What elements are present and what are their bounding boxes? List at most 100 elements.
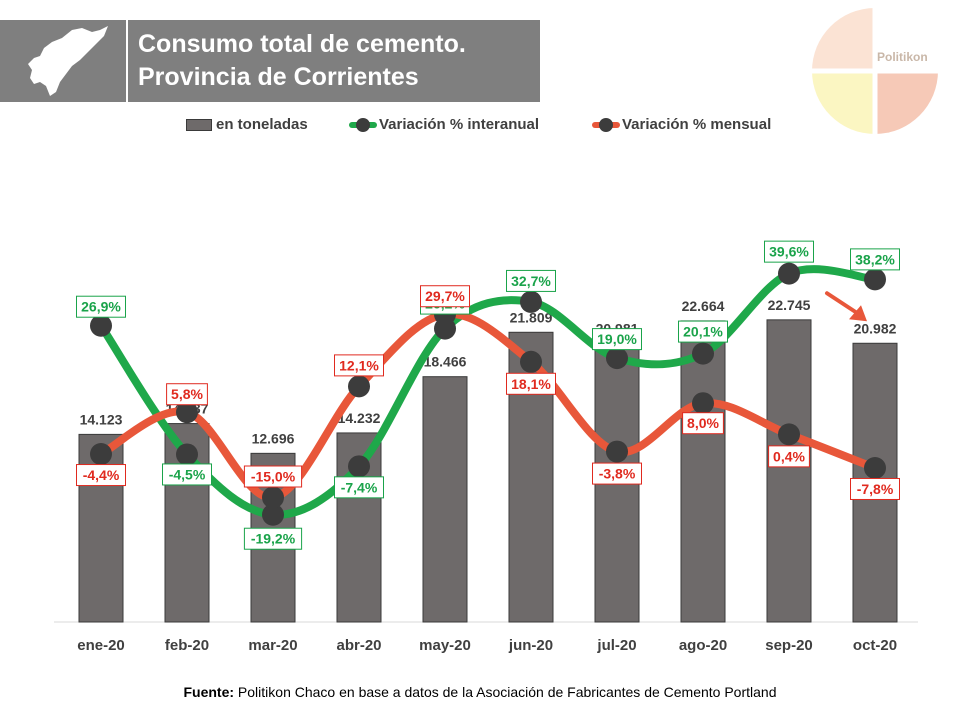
- x-tick-label: abr-20: [336, 637, 381, 654]
- mensual-data-label-box: [850, 477, 900, 500]
- title-line-2: Provincia de Corrientes: [138, 63, 419, 91]
- bar-value-label: 18.466: [424, 354, 467, 370]
- mensual-data-label: 8,0%: [687, 415, 719, 431]
- mensual-data-label: 18,1%: [511, 376, 551, 392]
- x-tick-label: may-20: [419, 637, 471, 654]
- interanual-data-label-box: [162, 463, 212, 486]
- annotation-arrow: [825, 291, 861, 317]
- source-label: Fuente:: [183, 684, 235, 700]
- x-tick-label: feb-20: [165, 637, 209, 654]
- mensual-line: [97, 309, 879, 502]
- interanual-data-label-box: [678, 320, 728, 343]
- bar-value-label: 22.745: [768, 297, 811, 313]
- title-line-1: Consumo total de cemento.: [138, 30, 466, 58]
- chart-plot-area: 14.123ene-2014.937feb-2012.696mar-2014.2…: [54, 240, 918, 654]
- mensual-marker: [520, 350, 542, 373]
- interanual-data-label: 26,9%: [81, 299, 121, 315]
- interanual-data-label: -7,4%: [341, 479, 378, 495]
- annotation-arrow-head: [849, 305, 867, 322]
- bar-value-label: 20.982: [854, 320, 897, 336]
- mensual-data-label: -15,0%: [251, 469, 296, 485]
- interanual-data-label-box: [243, 527, 303, 550]
- mensual-data-label: -3,8%: [599, 466, 636, 482]
- interanual-marker: [262, 503, 284, 526]
- legend: en toneladas Variación % interanual Vari…: [0, 114, 960, 136]
- chart-title: Consumo total de cemento. Provincia de C…: [138, 28, 466, 94]
- x-tick-label: mar-20: [248, 637, 297, 654]
- interanual-data-label: 19,0%: [597, 331, 637, 347]
- interanual-marker: [176, 443, 198, 466]
- x-tick-label: oct-20: [853, 637, 897, 654]
- interanual-data-label-box: [850, 248, 900, 271]
- bar-value-label: 21.809: [510, 309, 553, 325]
- politikon-logo: [812, 8, 938, 134]
- bar-value-label: 14.232: [338, 410, 381, 426]
- interanual-data-label-box: [592, 328, 642, 351]
- bar-value-label: 22.664: [682, 298, 725, 314]
- logo-text: Politikon: [877, 50, 928, 64]
- interanual-marker: [778, 262, 800, 285]
- mensual-marker: [778, 423, 800, 446]
- mensual-data-label-box: [243, 465, 303, 488]
- mensual-data-label-box: [768, 445, 810, 468]
- bar-value-label: 12.696: [252, 430, 295, 446]
- interanual-data-label: -4,5%: [169, 466, 206, 482]
- mensual-data-label-box: [506, 372, 556, 395]
- mensual-data-label: -4,4%: [83, 467, 120, 483]
- mensual-data-label-box: [334, 354, 384, 377]
- interanual-data-label: 32,7%: [511, 273, 551, 289]
- x-tick-label: jun-20: [508, 637, 553, 654]
- mensual-data-label-box: [592, 462, 642, 485]
- interanual-data-label: -19,2%: [251, 531, 296, 547]
- mensual-marker: [90, 443, 112, 466]
- province-map-icon: [0, 20, 128, 102]
- x-tick-label: jul-20: [596, 637, 636, 654]
- interanual-marker: [864, 268, 886, 291]
- bar: [680, 320, 726, 623]
- mensual-data-label-box: [166, 383, 208, 406]
- mensual-data-label: 29,7%: [425, 288, 465, 304]
- mensual-marker: [606, 440, 628, 463]
- interanual-marker: [692, 342, 714, 365]
- x-tick-label: ene-20: [77, 637, 125, 654]
- mensual-data-label: 12,1%: [339, 357, 379, 373]
- bar-value-label: 14.123: [80, 411, 123, 427]
- interanual-data-label: 38,2%: [855, 251, 895, 267]
- interanual-data-label-box: [506, 269, 556, 292]
- mensual-data-label: 5,8%: [171, 386, 203, 402]
- x-tick-label: sep-20: [765, 637, 813, 654]
- interanual-marker: [90, 314, 112, 337]
- legend-item-interanual: Variación % interanual: [349, 114, 539, 136]
- legend-item-mensual: Variación % mensual: [592, 114, 771, 136]
- interanual-data-label-box: [764, 240, 814, 263]
- legend-label-interanual: Variación % interanual: [379, 116, 540, 133]
- legend-item-bars: en toneladas: [186, 114, 308, 136]
- interanual-data-label-box: [334, 476, 384, 499]
- legend-mensual-marker: [599, 118, 613, 132]
- interanual-marker: [348, 455, 370, 478]
- mensual-marker: [692, 392, 714, 415]
- mensual-marker: [864, 456, 886, 479]
- mensual-data-label-box: [420, 285, 470, 308]
- interanual-data-label: 39,6%: [769, 244, 809, 260]
- interanual-data-label-box: [76, 295, 126, 318]
- legend-interanual-marker: [356, 118, 370, 132]
- source-text: Politikon Chaco en base a datos de la As…: [234, 684, 777, 700]
- mensual-marker: [348, 375, 370, 398]
- mensual-marker: [176, 401, 198, 424]
- source-footer: Fuente: Politikon Chaco en base a datos …: [0, 684, 960, 700]
- legend-label-mensual: Variación % mensual: [622, 116, 772, 133]
- interanual-data-label: 20,1%: [683, 324, 723, 340]
- mensual-data-label-box: [682, 412, 724, 435]
- mensual-data-label-box: [76, 464, 126, 487]
- interanual-line: [97, 265, 879, 519]
- bar: [766, 319, 812, 623]
- legend-bar-swatch: [186, 119, 212, 131]
- x-tick-label: ago-20: [679, 637, 727, 654]
- mensual-data-label: 0,4%: [773, 448, 805, 464]
- title-banner: Consumo total de cemento. Provincia de C…: [0, 20, 540, 102]
- interanual-marker: [520, 290, 542, 313]
- mensual-marker: [262, 486, 284, 509]
- interanual-marker: [606, 347, 628, 370]
- mensual-data-label: -7,8%: [857, 481, 894, 497]
